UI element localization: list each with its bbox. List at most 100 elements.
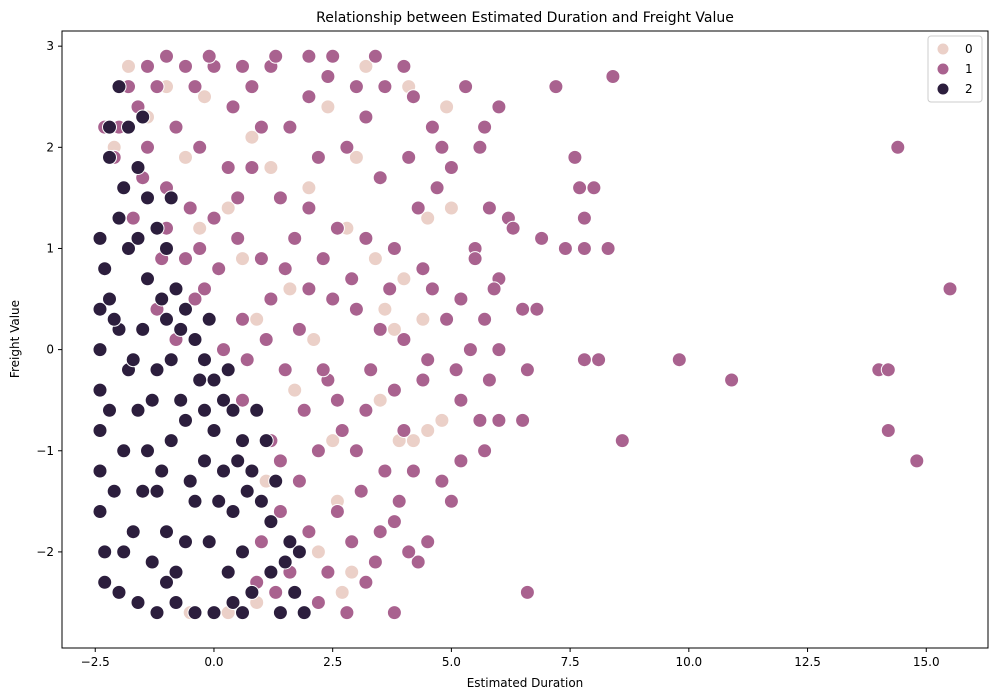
point-series-2-39 — [102, 291, 117, 307]
y-tick-label: 0 — [46, 343, 54, 357]
point-series-2-42 — [130, 402, 146, 418]
point-series-1-131 — [348, 79, 364, 95]
point-series-1-22 — [453, 453, 469, 469]
point-series-1-19 — [491, 412, 507, 428]
point-series-2-47 — [178, 534, 193, 550]
point-series-1-106 — [244, 160, 260, 175]
point-series-1-168 — [315, 362, 331, 378]
point-series-2-17 — [253, 493, 269, 509]
point-series-2-27 — [168, 595, 184, 610]
point-series-1-28 — [519, 584, 535, 600]
point-series-0-43 — [249, 311, 265, 327]
point-series-1-78 — [372, 321, 388, 337]
point-series-2-7 — [159, 241, 174, 256]
point-series-1-128 — [396, 423, 412, 438]
point-series-1-4 — [477, 119, 493, 135]
point-series-1-143 — [277, 362, 293, 378]
point-series-0-8 — [282, 281, 298, 297]
point-series-1-99 — [235, 311, 250, 327]
point-series-1-38 — [576, 241, 592, 256]
point-series-1-108 — [301, 200, 317, 216]
x-tick-label: 10.0 — [675, 655, 702, 669]
point-series-1-123 — [235, 392, 250, 408]
point-series-1-148 — [268, 584, 284, 600]
point-series-1-140 — [363, 362, 379, 378]
point-series-2-45 — [159, 524, 174, 540]
legend-box — [927, 35, 983, 103]
point-series-0-39 — [415, 311, 431, 327]
point-series-1-134 — [201, 48, 217, 64]
point-series-1-52 — [377, 79, 393, 95]
point-series-2-2 — [111, 79, 127, 95]
point-series-2-89 — [130, 230, 146, 246]
point-series-1-15 — [491, 342, 507, 358]
point-series-1-151 — [382, 281, 398, 297]
x-tick-label: −2.5 — [81, 655, 110, 669]
point-series-0-9 — [301, 180, 317, 196]
point-series-1-135 — [159, 48, 174, 64]
point-series-2-48 — [187, 493, 203, 509]
point-series-2-93 — [135, 109, 151, 125]
point-series-1-101 — [197, 281, 212, 297]
point-series-1-104 — [140, 139, 155, 155]
point-series-1-89 — [310, 595, 326, 610]
point-series-2-28 — [149, 605, 165, 621]
point-series-2-23 — [244, 584, 260, 600]
point-series-2-18 — [263, 514, 279, 530]
point-series-0-6 — [244, 129, 260, 145]
point-series-1-125 — [329, 504, 345, 519]
point-series-1-74 — [277, 261, 293, 277]
point-series-1-16 — [481, 372, 497, 388]
y-axis-label: Freight Value — [8, 300, 22, 378]
point-series-0-31 — [287, 382, 303, 398]
point-series-1-55 — [320, 69, 336, 84]
point-series-1-36 — [534, 230, 550, 246]
point-series-0-30 — [372, 392, 388, 408]
point-series-1-81 — [386, 382, 402, 398]
point-series-1-152 — [410, 200, 426, 216]
point-series-1-169 — [415, 372, 431, 388]
point-series-2-53 — [235, 544, 250, 560]
point-series-2-11 — [197, 352, 212, 368]
point-series-2-5 — [140, 190, 155, 206]
point-series-0-19 — [420, 423, 436, 438]
point-series-2-72 — [163, 352, 179, 368]
point-series-1-154 — [367, 48, 383, 64]
point-series-2-3 — [121, 119, 136, 135]
point-series-1-44 — [614, 433, 630, 449]
point-series-1-100 — [216, 342, 231, 358]
point-series-1-30 — [548, 79, 564, 95]
chart-title: Relationship between Estimated Duration … — [316, 10, 734, 26]
point-series-1-59 — [244, 79, 260, 95]
point-series-1-127 — [344, 534, 360, 550]
point-series-1-60 — [225, 99, 241, 115]
point-series-1-136 — [230, 190, 246, 206]
point-series-2-6 — [149, 220, 165, 236]
point-series-2-54 — [220, 564, 236, 580]
point-series-1-49 — [942, 281, 958, 297]
point-series-1-115 — [401, 149, 417, 165]
point-series-2-46 — [168, 564, 184, 580]
point-series-0-24 — [344, 564, 360, 580]
y-tick-label: 3 — [46, 39, 54, 53]
point-series-0-4 — [197, 89, 212, 105]
point-series-2-26 — [187, 605, 203, 621]
point-series-2-67 — [159, 311, 174, 327]
point-series-2-88 — [154, 291, 170, 307]
point-series-1-83 — [334, 423, 350, 438]
y-axis: −2 −1 0 1 2 3 — [36, 39, 62, 559]
point-series-1-130 — [424, 281, 440, 297]
point-series-1-75 — [301, 281, 317, 297]
point-series-0-33 — [192, 220, 208, 236]
point-series-1-76 — [325, 291, 341, 307]
point-series-2-70 — [135, 321, 151, 337]
point-series-1-171 — [467, 251, 483, 267]
y-tick-label: −2 — [36, 545, 54, 559]
point-series-1-79 — [396, 332, 412, 347]
point-series-2-87 — [163, 190, 179, 206]
point-series-1-84 — [310, 443, 326, 459]
point-series-2-69 — [121, 241, 136, 256]
point-series-2-95 — [201, 311, 217, 327]
point-series-2-49 — [197, 453, 212, 469]
point-series-1-110 — [358, 230, 374, 246]
